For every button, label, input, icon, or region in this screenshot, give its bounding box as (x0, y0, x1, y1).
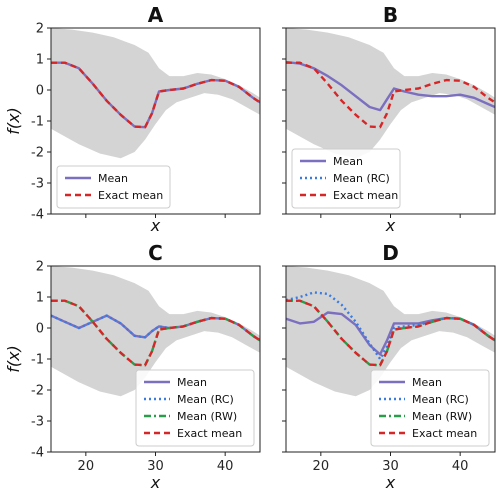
legend-box (135, 369, 255, 447)
y-tick-label: 1 (36, 291, 44, 306)
y-tick-label: -4 (31, 446, 44, 461)
panel-title: D (382, 241, 399, 265)
panel-B: Bx Mean Mean (RC) Exact mean (282, 3, 496, 235)
legend: Mean Exact mean (56, 165, 171, 209)
uncertainty-band (51, 266, 260, 397)
y-tick-label: 0 (36, 84, 44, 99)
x-axis-label: x (150, 473, 161, 492)
series-line-mean (51, 61, 260, 129)
x-tick-label: 20 (313, 459, 330, 474)
y-tick-label: -4 (31, 208, 44, 223)
legend: Mean Mean (RC) Mean (RW) Exact mean (370, 369, 490, 447)
legend-label: Mean (333, 155, 363, 168)
series-line-mean-rw (51, 299, 260, 367)
panel-title: B (383, 3, 398, 27)
x-tick-label: 20 (78, 459, 95, 474)
series-line-mean (286, 60, 495, 112)
x-tick-label: 30 (382, 459, 399, 474)
legend-box (370, 369, 490, 447)
y-tick-label: 2 (36, 260, 44, 275)
y-tick-label: -3 (31, 177, 44, 192)
y-tick-label: 1 (36, 53, 44, 68)
legend: Mean Mean (RC) Exact mean (291, 148, 401, 209)
legend-label: Mean (RW) (412, 410, 472, 423)
legend-label: Mean (RC) (333, 172, 390, 185)
x-axis-label: x (150, 216, 161, 235)
x-tick-label: 40 (217, 459, 234, 474)
panel-A: -4 -3 -2 -1 0 1 2 Ax f(x) Mean Exact mean (4, 3, 261, 235)
legend-label: Mean (98, 172, 128, 185)
x-axis-label: x (385, 473, 396, 492)
y-tick-label: 2 (36, 22, 44, 37)
uncertainty-band (51, 28, 260, 159)
legend-label: Mean (RW) (177, 410, 237, 423)
legend-box (291, 148, 401, 209)
panel-title: A (148, 3, 164, 27)
legend: Mean Mean (RC) Mean (RW) Exact mean (135, 369, 255, 447)
y-axis-label: f(x) (4, 107, 23, 135)
y-tick-label: -2 (31, 146, 44, 161)
series-line-mean-rw (286, 299, 495, 367)
y-tick-label: -1 (31, 353, 44, 368)
x-tick-label: 30 (147, 459, 164, 474)
x-axis-label: x (385, 216, 396, 235)
y-tick-label: -1 (31, 115, 44, 130)
panel-title: C (148, 241, 163, 265)
panel-D: 20 30 40 Dx Mean Mean (RC) Mean (RW) Exact mean (282, 241, 496, 492)
legend-label: Mean (RC) (177, 393, 234, 406)
legend-label: Exact mean (412, 427, 477, 440)
x-tick-label: 40 (452, 459, 469, 474)
legend-box (56, 165, 171, 209)
legend-label: Exact mean (333, 189, 398, 202)
legend-label: Exact mean (98, 189, 163, 202)
legend-label: Mean (412, 376, 442, 389)
y-tick-label: -3 (31, 415, 44, 430)
legend-label: Mean (RC) (412, 393, 469, 406)
y-tick-label: -2 (31, 384, 44, 399)
y-tick-label: 0 (36, 322, 44, 337)
y-axis-label: f(x) (4, 345, 23, 373)
legend-label: Exact mean (177, 427, 242, 440)
legend-label: Mean (177, 376, 207, 389)
